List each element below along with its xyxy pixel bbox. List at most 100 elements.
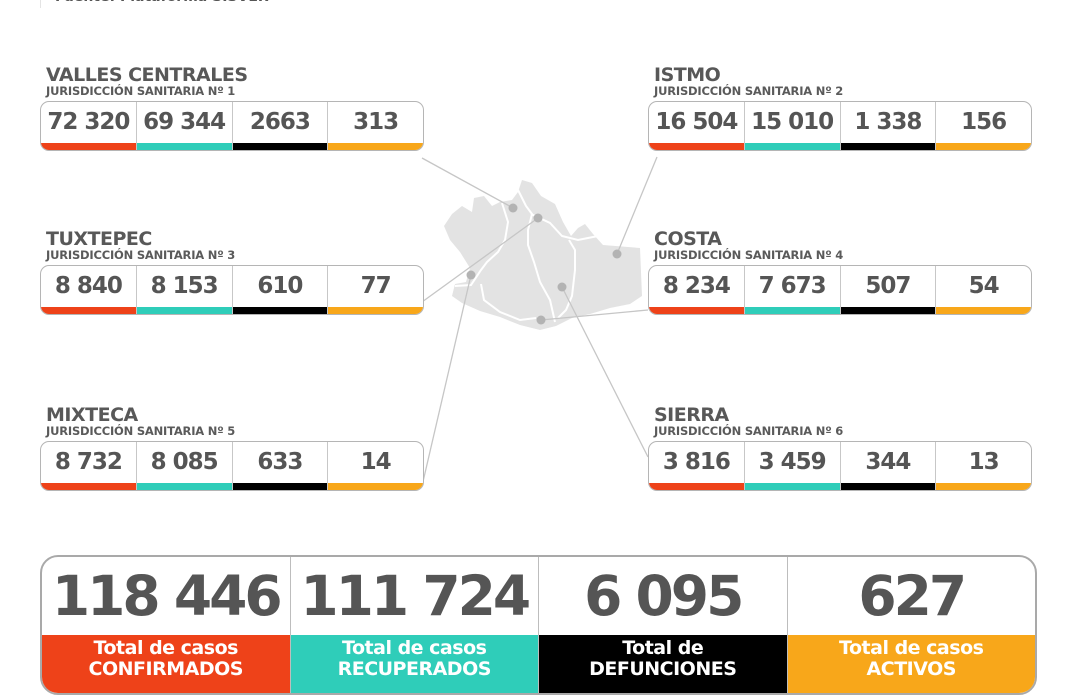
total-label-line1: Total de casos (93, 637, 239, 659)
defunciones-value: 633 (257, 449, 303, 475)
activos-cell: 313 (328, 102, 423, 150)
recuperados-cell: 7 673 (744, 266, 841, 314)
total-label-line1: Total de casos (342, 637, 487, 659)
recuperados-value: 8 153 (150, 273, 219, 299)
confirmados-value: 8 234 (662, 273, 731, 299)
region-jurisdiction: JURISDICCIÓN SANITARIA Nº 2 (654, 84, 844, 98)
defunciones-value: 2663 (249, 109, 311, 135)
activos-value: 77 (360, 273, 392, 299)
confirmados-cell: 3 816 (649, 442, 745, 490)
recuperados-value: 15 010 (751, 109, 834, 135)
activos-value: 54 (968, 273, 1000, 299)
total-label-line2: RECUPERADOS (337, 658, 492, 680)
confirmados-cell: 8 840 (41, 266, 137, 314)
activos-value: 313 (353, 109, 399, 135)
activos-value: 156 (961, 109, 1007, 135)
defunciones-value: 344 (865, 449, 911, 475)
region-jurisdiction: JURISDICCIÓN SANITARIA Nº 6 (654, 424, 844, 438)
region-sierra: SIERRA JURISDICCIÓN SANITARIA Nº 6 3 816… (648, 406, 1032, 491)
total-confirmados: 118 446 Total de casos CONFIRMADOS (42, 557, 291, 693)
confirmados-cell: 72 320 (41, 102, 137, 150)
recuperados-cell: 8 153 (136, 266, 233, 314)
region-mixteca: MIXTECA JURISDICCIÓN SANITARIA Nº 5 8 73… (40, 406, 424, 491)
total-recuperados: 111 724 Total de casos RECUPERADOS (290, 557, 539, 693)
connector-lines (421, 156, 658, 487)
total-label: Total de casos ACTIVOS (787, 635, 1035, 693)
recuperados-value: 7 673 (758, 273, 827, 299)
defunciones-cell: 610 (232, 266, 329, 314)
region-jurisdiction: JURISDICCIÓN SANITARIA Nº 5 (46, 424, 236, 438)
recuperados-value: 3 459 (758, 449, 827, 475)
total-label: Total de casos RECUPERADOS (290, 635, 538, 693)
confirmados-value: 3 816 (662, 449, 731, 475)
confirmados-cell: 8 732 (41, 442, 137, 490)
region-name: VALLES CENTRALES (46, 64, 248, 86)
recuperados-cell: 69 344 (136, 102, 233, 150)
defunciones-value: 1 338 (854, 109, 922, 135)
confirmados-value: 8 840 (54, 273, 123, 299)
total-value: 627 (858, 564, 967, 628)
region-jurisdiction: JURISDICCIÓN SANITARIA Nº 3 (46, 248, 236, 262)
recuperados-cell: 15 010 (744, 102, 841, 150)
region-stats-card: 8 234 7 673 507 54 (648, 265, 1032, 315)
region-name: MIXTECA (46, 404, 138, 426)
defunciones-cell: 2663 (232, 102, 329, 150)
total-label: Total de DEFUNCIONES (539, 635, 787, 693)
recuperados-value: 69 344 (143, 109, 226, 135)
total-label-line2: ACTIVOS (866, 658, 957, 680)
recuperados-cell: 8 085 (136, 442, 233, 490)
totals-panel: 118 446 Total de casos CONFIRMADOS 111 7… (40, 555, 1037, 695)
total-label-line2: DEFUNCIONES (589, 658, 737, 680)
region-jurisdiction: JURISDICCIÓN SANITARIA Nº 1 (46, 84, 236, 98)
dot-mixteca (466, 270, 476, 280)
state-outline-icon (444, 180, 642, 330)
region-valles-centrales: VALLES CENTRALES JURISDICCIÓN SANITARIA … (40, 66, 424, 151)
region-tuxtepec: TUXTEPEC JURISDICCIÓN SANITARIA Nº 3 8 8… (40, 230, 424, 315)
total-label-line2: CONFIRMADOS (88, 658, 244, 680)
total-value: 118 446 (51, 564, 283, 628)
total-activos: 627 Total de casos ACTIVOS (787, 557, 1035, 693)
oaxaca-map (421, 156, 658, 487)
region-stats-card: 3 816 3 459 344 13 (648, 441, 1032, 491)
activos-cell: 54 (936, 266, 1031, 314)
region-stats-card: 16 504 15 010 1 338 156 (648, 101, 1032, 151)
activos-value: 14 (360, 449, 392, 475)
total-value: 111 724 (300, 564, 531, 628)
dot-costa (536, 315, 546, 325)
activos-value: 13 (968, 449, 1000, 475)
defunciones-value: 610 (257, 273, 303, 299)
source-caption: Fuente: Plataforma SISVER (40, 0, 269, 8)
total-label-line1: Total de casos (839, 637, 984, 659)
defunciones-cell: 1 338 (840, 102, 937, 150)
region-stats-card: 8 732 8 085 633 14 (40, 441, 424, 491)
activos-cell: 77 (328, 266, 423, 314)
total-value: 6 095 (584, 564, 744, 628)
activos-cell: 14 (328, 442, 423, 490)
region-costa: COSTA JURISDICCIÓN SANITARIA Nº 4 8 234 … (648, 230, 1032, 315)
region-name: SIERRA (654, 404, 729, 426)
total-label-line1: Total de (622, 637, 704, 659)
defunciones-cell: 344 (840, 442, 937, 490)
jurisdiction-dots (466, 203, 622, 325)
region-stats-card: 72 320 69 344 2663 313 (40, 101, 424, 151)
activos-cell: 156 (936, 102, 1031, 150)
dot-sierra (557, 282, 567, 292)
defunciones-value: 507 (865, 273, 911, 299)
region-istmo: ISTMO JURISDICCIÓN SANITARIA Nº 2 16 504… (648, 66, 1032, 151)
region-stats-card: 8 840 8 153 610 77 (40, 265, 424, 315)
defunciones-cell: 633 (232, 442, 329, 490)
region-name: COSTA (654, 228, 722, 250)
dot-istmo (612, 249, 622, 259)
confirmados-cell: 16 504 (649, 102, 745, 150)
total-label: Total de casos CONFIRMADOS (42, 635, 290, 693)
dot-valles-centrales (508, 203, 518, 213)
recuperados-cell: 3 459 (744, 442, 841, 490)
total-defunciones: 6 095 Total de DEFUNCIONES (539, 557, 788, 693)
confirmados-value: 8 732 (54, 449, 123, 475)
defunciones-cell: 507 (840, 266, 937, 314)
activos-cell: 13 (936, 442, 1031, 490)
recuperados-value: 8 085 (150, 449, 219, 475)
dot-tuxtepec (533, 213, 543, 223)
confirmados-cell: 8 234 (649, 266, 745, 314)
region-name: TUXTEPEC (46, 228, 152, 250)
